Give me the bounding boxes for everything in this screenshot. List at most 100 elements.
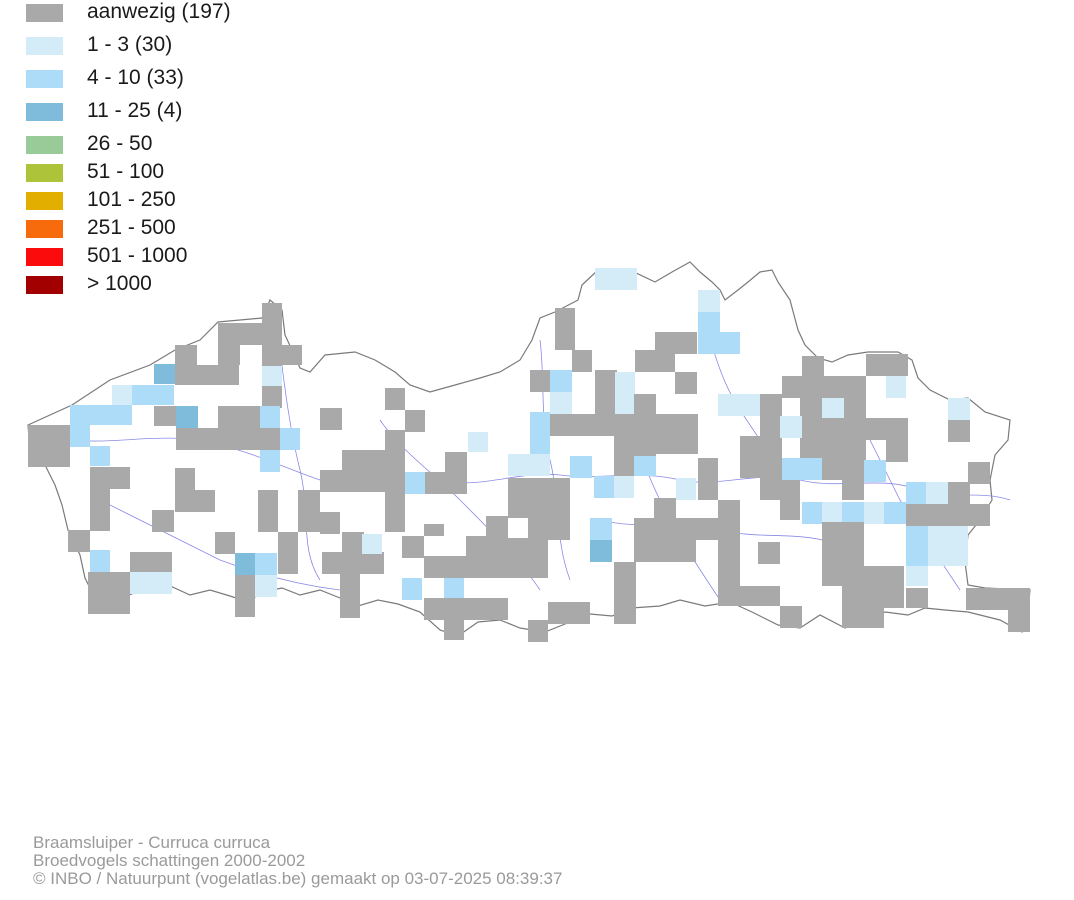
grid-cell — [218, 323, 240, 365]
grid-cell — [340, 574, 360, 618]
grid-cell — [424, 598, 508, 620]
grid-cell — [948, 398, 970, 420]
grid-cell — [176, 406, 198, 428]
grid-cell — [68, 530, 90, 552]
grid-cell — [405, 410, 425, 432]
grid-cell — [320, 512, 340, 534]
grid-cells — [28, 268, 1030, 642]
grid-cell — [634, 394, 656, 476]
grid-cell — [615, 372, 635, 414]
grid-cell — [782, 458, 822, 480]
grid-cell — [282, 345, 302, 365]
grid-cell — [424, 524, 444, 536]
grid-cell — [255, 575, 277, 597]
grid-cell — [466, 536, 508, 558]
grid-cell — [842, 502, 864, 524]
grid-cell — [508, 538, 548, 560]
grid-cell — [614, 602, 636, 624]
grid-cell — [550, 370, 572, 392]
grid-cell — [175, 490, 215, 512]
grid-cell — [590, 540, 612, 562]
grid-cell — [906, 588, 928, 608]
grid-cell — [90, 489, 110, 531]
grid-cell — [550, 392, 572, 414]
grid-cell — [966, 588, 1030, 610]
grid-cell — [886, 440, 908, 462]
legend-item-aanwezig: aanwezig (197) — [26, 0, 326, 24]
legend-swatch — [26, 136, 63, 154]
legend-swatch — [26, 164, 63, 182]
legend-item-11-25: 11 - 25 (4) — [26, 99, 326, 123]
grid-cell — [402, 536, 424, 558]
legend-swatch — [26, 37, 63, 55]
grid-cell — [758, 542, 780, 564]
grid-cell — [262, 303, 282, 366]
grid-cell — [594, 414, 614, 436]
grid-cell — [822, 502, 844, 524]
grid-cell — [760, 478, 800, 500]
grid-cell — [555, 308, 575, 350]
grid-cell — [90, 446, 110, 466]
legend-item-over-1000: > 1000 — [26, 272, 326, 296]
legend-label: 4 - 10 (33) — [87, 66, 184, 89]
grid-cell — [780, 606, 802, 628]
grid-cell — [594, 476, 614, 498]
grid-cell — [528, 518, 570, 540]
legend-item-101-250: 101 - 250 — [26, 188, 326, 212]
grid-cell — [28, 425, 70, 467]
grid-cell — [1008, 610, 1030, 632]
grid-cell — [886, 376, 906, 398]
legend-label: > 1000 — [87, 272, 152, 295]
grid-cell — [405, 472, 425, 494]
grid-cell — [740, 436, 782, 478]
grid-cell — [424, 556, 548, 578]
legend-swatch — [26, 192, 63, 210]
grid-cell — [530, 370, 550, 392]
grid-cell — [656, 414, 698, 454]
grid-cell — [866, 354, 908, 376]
credit-line: © INBO / Natuurpunt (vogelatlas.be) gema… — [33, 869, 563, 888]
grid-cell — [864, 460, 886, 482]
grid-cell — [906, 482, 928, 504]
grid-cell — [948, 482, 970, 504]
grid-cell — [718, 500, 740, 522]
legend-swatch — [26, 103, 63, 121]
grid-cell — [780, 498, 800, 520]
grid-cell — [968, 462, 990, 484]
legend-label: 501 - 1000 — [87, 244, 188, 267]
grid-cell — [130, 552, 172, 574]
legend-item-51-100: 51 - 100 — [26, 160, 326, 184]
map-footer: Braamsluiper - Curruca curruca Broedvoge… — [33, 834, 562, 888]
grid-cell — [175, 468, 195, 490]
grid-cell — [298, 490, 320, 532]
legend-label: 51 - 100 — [87, 160, 165, 183]
grid-cell — [864, 566, 904, 608]
dataset-name: Broedvogels schattingen 2000-2002 — [33, 851, 306, 870]
legend-item-251-500: 251 - 500 — [26, 216, 326, 240]
legend-label: 101 - 250 — [87, 188, 176, 211]
grid-cell — [548, 602, 590, 624]
grid-cell — [822, 398, 844, 418]
grid-cell — [320, 470, 342, 492]
grid-cell — [634, 540, 696, 562]
grid-cell — [322, 552, 384, 574]
grid-cell — [255, 553, 277, 575]
grid-cell — [718, 394, 760, 416]
grid-cell — [760, 394, 782, 436]
grid-cell — [262, 386, 282, 408]
grid-cell — [595, 268, 637, 290]
legend-label: aanwezig (197) — [87, 0, 231, 23]
grid-cell — [698, 332, 740, 354]
legend-swatch — [26, 4, 63, 22]
legend-item-4-10: 4 - 10 (33) — [26, 66, 326, 90]
grid-cell — [698, 458, 718, 500]
grid-cell — [844, 398, 866, 420]
legend-swatch — [26, 70, 63, 88]
grid-cell — [634, 518, 738, 540]
grid-cell — [780, 416, 802, 438]
grid-cell — [820, 418, 866, 460]
grid-cell — [444, 620, 464, 640]
grid-cell — [614, 414, 636, 476]
grid-cell — [215, 532, 235, 554]
grid-cell — [718, 566, 740, 586]
